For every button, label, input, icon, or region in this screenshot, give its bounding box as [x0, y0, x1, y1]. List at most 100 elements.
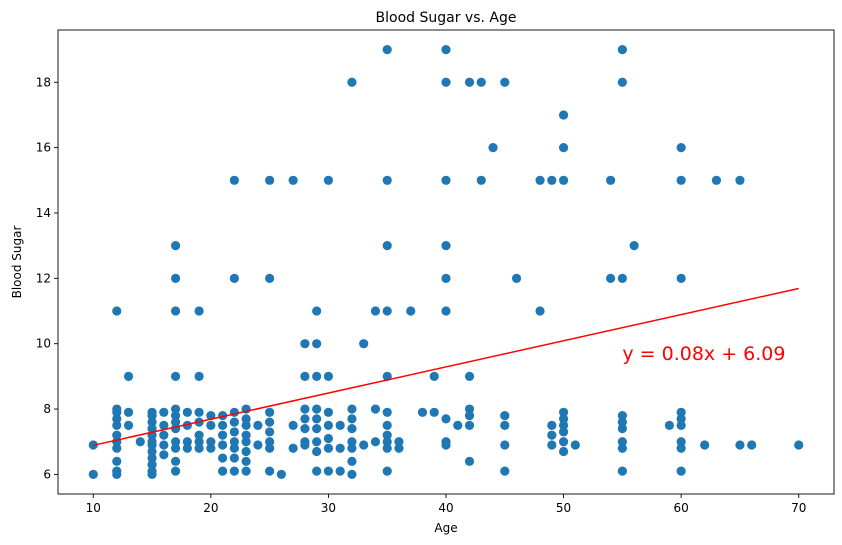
data-point: [535, 306, 545, 316]
data-point: [170, 273, 181, 283]
data-point: [112, 420, 122, 430]
data-point: [170, 437, 181, 447]
data-point: [312, 371, 322, 381]
data-point: [558, 414, 569, 424]
y-axis-label: Blood Sugar: [10, 226, 24, 299]
data-point: [453, 420, 463, 430]
data-point: [182, 407, 192, 417]
data-point: [441, 306, 451, 316]
data-point: [159, 450, 169, 460]
data-point: [347, 437, 357, 447]
data-point: [300, 371, 310, 381]
data-point: [547, 175, 557, 185]
data-point: [676, 420, 686, 430]
data-point: [194, 371, 204, 381]
data-point: [500, 466, 510, 476]
data-point: [394, 437, 404, 447]
data-point: [312, 404, 322, 414]
data-point: [558, 446, 569, 457]
data-point: [241, 414, 251, 424]
data-point: [147, 417, 157, 427]
data-point: [288, 420, 298, 430]
data-point: [441, 273, 451, 283]
data-point: [382, 175, 392, 185]
data-point: [182, 437, 192, 447]
data-point: [123, 420, 134, 430]
data-point: [382, 241, 392, 251]
data-point: [123, 407, 134, 417]
data-point: [664, 420, 674, 430]
data-point: [700, 440, 710, 450]
data-point: [312, 466, 322, 476]
data-point: [312, 339, 322, 349]
y-tick-label: 8: [43, 402, 51, 416]
data-point: [606, 273, 616, 283]
data-point: [323, 420, 334, 430]
data-point: [711, 175, 722, 185]
data-point: [617, 437, 627, 447]
data-point: [547, 430, 557, 440]
data-point: [112, 407, 122, 417]
data-point: [323, 466, 334, 476]
data-point: [335, 420, 345, 430]
data-point: [370, 404, 381, 414]
x-tick-label: 50: [556, 501, 571, 515]
y-tick-label: 10: [36, 337, 51, 351]
data-point: [194, 443, 204, 453]
data-point: [265, 273, 275, 283]
data-point: [276, 469, 286, 479]
data-point: [617, 273, 627, 283]
x-axis-ticks: 10 20 30 40 50 60 70: [86, 494, 806, 515]
data-point: [159, 420, 169, 430]
data-point: [147, 446, 157, 457]
data-point: [265, 417, 275, 427]
data-point: [170, 424, 181, 434]
plot-frame: [57, 29, 835, 495]
data-point: [265, 175, 275, 185]
data-point: [218, 420, 228, 430]
data-point: [229, 407, 239, 417]
regression-equation: y = 0.08x + 6.09: [622, 343, 785, 365]
data-point: [229, 443, 239, 453]
data-point: [558, 175, 569, 185]
data-point: [347, 414, 357, 424]
data-point: [170, 241, 181, 251]
x-tick-label: 70: [791, 501, 806, 515]
data-point: [170, 466, 181, 476]
data-point: [359, 339, 369, 349]
data-point: [170, 371, 181, 381]
data-point: [676, 273, 686, 283]
data-point: [182, 443, 192, 453]
data-point: [241, 466, 251, 476]
data-point: [464, 371, 475, 381]
data-point: [382, 306, 392, 316]
x-tick-label: 40: [438, 501, 453, 515]
data-point: [112, 443, 122, 453]
data-point: [441, 45, 451, 55]
data-point: [382, 437, 392, 447]
data-point: [159, 430, 169, 440]
data-point: [370, 437, 381, 447]
data-point: [123, 371, 134, 381]
data-point: [441, 440, 451, 450]
data-point: [170, 417, 181, 427]
data-point: [370, 306, 381, 316]
data-point: [241, 430, 251, 440]
data-point: [535, 175, 545, 185]
data-point: [441, 241, 451, 251]
data-point: [241, 446, 251, 457]
data-point: [617, 443, 627, 453]
data-point: [629, 241, 639, 251]
data-point: [500, 440, 510, 450]
data-point: [218, 410, 228, 421]
data-point: [241, 456, 251, 466]
data-point: [676, 466, 686, 476]
data-point: [112, 456, 122, 466]
data-point: [464, 410, 475, 421]
data-point: [558, 143, 569, 153]
data-point: [323, 407, 334, 417]
data-point: [347, 77, 357, 87]
data-point: [229, 175, 239, 185]
data-point: [347, 456, 357, 466]
